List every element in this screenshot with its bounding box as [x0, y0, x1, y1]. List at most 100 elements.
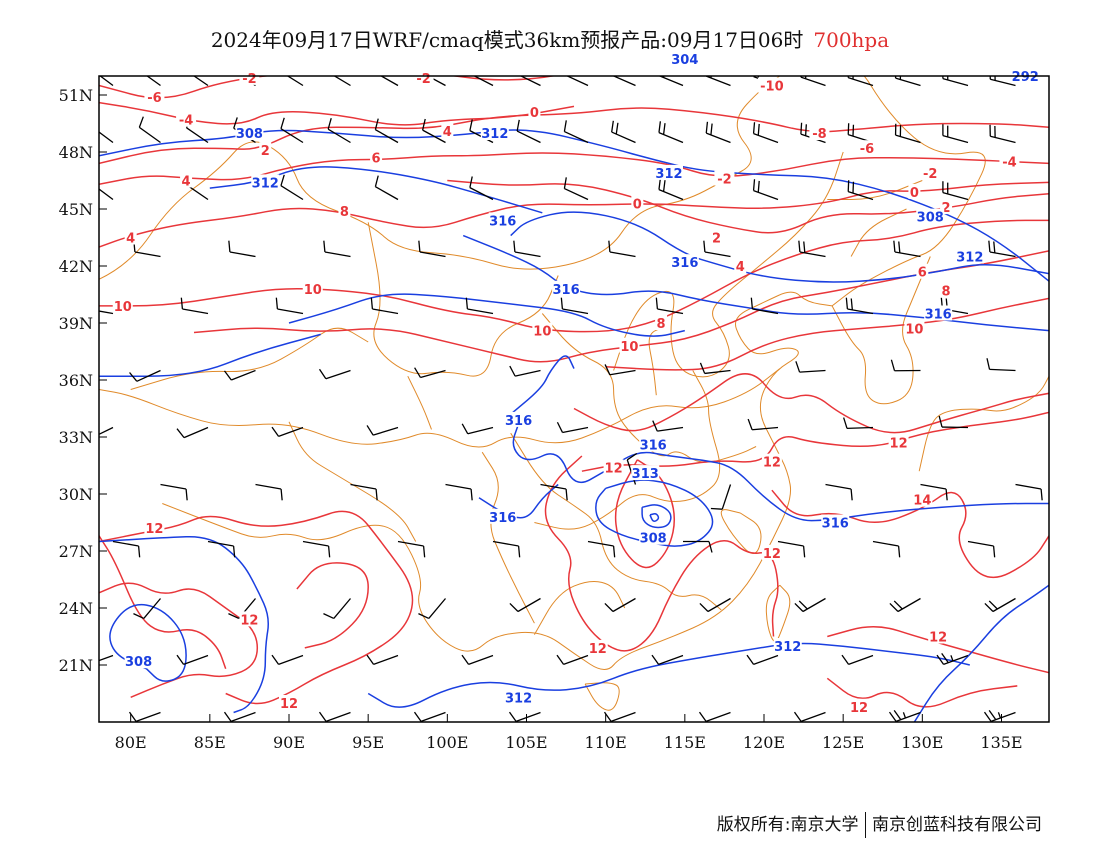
- geopotential-isoline: [649, 512, 660, 522]
- geopotential-isoline: [512, 423, 1049, 522]
- boundary-line: [584, 682, 620, 711]
- geopotential-label-bg: [916, 208, 945, 224]
- wind-barb: [509, 365, 541, 377]
- geopotential-label-bg: [504, 689, 533, 705]
- lon-tick-label: 85E: [194, 733, 226, 752]
- temperature-label: 12: [763, 456, 781, 471]
- wind-barb: [651, 654, 684, 666]
- geopotential-label: 316: [822, 517, 849, 532]
- geopotential-label: 316: [640, 439, 667, 454]
- wind-barb: [333, 76, 351, 87]
- wind-barb: [989, 76, 1016, 87]
- geopotential-isoline: [99, 536, 270, 714]
- boundary-line: [918, 375, 1049, 472]
- temperature-label-bg: [603, 459, 624, 475]
- geopotential-label: 316: [925, 308, 952, 323]
- geopotential-label: 312: [252, 176, 279, 191]
- temperature-isoline: [99, 535, 227, 670]
- temperature-label: -8: [812, 127, 826, 142]
- wind-barb: [841, 654, 874, 666]
- geopotential-label-bg: [124, 653, 153, 669]
- wind-barb: [938, 415, 969, 429]
- wind-barb: [655, 297, 684, 315]
- temperature-label-bg: [912, 491, 933, 507]
- boundary-line: [720, 509, 762, 554]
- temperature-isoline: [99, 582, 259, 698]
- temperature-label-bg: [888, 434, 909, 450]
- temperature-label: 8: [657, 317, 666, 332]
- temperature-label: -2: [242, 72, 256, 87]
- geopotential-label: 316: [489, 511, 516, 526]
- wind-barb: [146, 76, 161, 87]
- lon-tick-label: 110E: [585, 733, 627, 752]
- geopotential-label: 316: [489, 214, 516, 229]
- wind-barb: [556, 654, 589, 666]
- boundary-line: [831, 76, 986, 307]
- wind-barb: [160, 483, 188, 501]
- geopotential-isoline: [109, 603, 187, 682]
- footer-separator: [864, 812, 866, 838]
- geopotential-label-bg: [552, 280, 581, 296]
- temperature-label-bg: [655, 315, 668, 330]
- wind-barb: [800, 76, 826, 87]
- latitude-axis: 51N 48N 45N 42N 39N 36N 33N 30N 27N 24N 21N: [59, 86, 107, 675]
- wind-barb: [461, 654, 494, 666]
- temperature-label-bg: [338, 202, 351, 218]
- wind-barb: [752, 122, 779, 144]
- wind-barb: [366, 654, 399, 666]
- temperature-label: -6: [860, 142, 874, 157]
- wind-barb: [683, 540, 713, 553]
- temperature-label: 2: [942, 201, 951, 216]
- temperature-isoline: [99, 510, 414, 705]
- geopotential-isoline: [510, 355, 575, 415]
- geopotential-label: 308: [125, 655, 152, 670]
- boundary-line: [534, 370, 721, 530]
- geopotential-isoline: [462, 234, 1049, 332]
- geopotential-label: 312: [774, 640, 801, 655]
- temperature-label: 10: [620, 340, 638, 355]
- wind-barb: [658, 178, 684, 201]
- wind-barb: [129, 369, 161, 382]
- lat-tick-label: 30N: [59, 485, 93, 504]
- wind-barb: [323, 240, 351, 258]
- geopotential-label: 292: [1012, 70, 1039, 85]
- wind-barb: [180, 297, 209, 315]
- temperature-label: 10: [304, 283, 322, 298]
- wind-barb: [473, 76, 494, 87]
- temperature-isoline: [99, 76, 557, 99]
- company-text: 南京创蓝科技有限公司: [872, 815, 1042, 835]
- boundary-line: [510, 432, 722, 611]
- geopotential-label: 308: [640, 532, 667, 547]
- wind-barb: [99, 426, 114, 436]
- boundary-line: [481, 451, 535, 624]
- wind-barb: [327, 118, 351, 144]
- lon-tick-label: 95E: [352, 733, 384, 752]
- title-main: 2024年09月17日WRF/cmaq模式36km预报产品:09月17日06时: [210, 28, 804, 52]
- wind-barb: [413, 711, 446, 722]
- lat-tick-label: 27N: [59, 542, 93, 561]
- boundary-line: [648, 326, 665, 396]
- lon-tick-label: 125E: [822, 733, 864, 752]
- temperature-label-bg: [619, 337, 640, 353]
- temperature-label: 4: [126, 232, 135, 247]
- wind-barb: [370, 297, 399, 315]
- wind-barb: [271, 654, 304, 666]
- wind-barb: [658, 121, 684, 144]
- temperature-label: 14: [913, 494, 931, 509]
- temperature-label-bg: [920, 164, 941, 180]
- wind-barb: [967, 540, 996, 558]
- temperature-label: 4: [736, 260, 745, 275]
- temperature-label-bg: [370, 149, 383, 165]
- wind-barb: [271, 426, 304, 438]
- lat-tick-label: 36N: [59, 371, 93, 390]
- lat-tick-label: 24N: [59, 599, 93, 618]
- wind-barb: [936, 652, 969, 666]
- temperature-isoline: [99, 101, 575, 126]
- lon-tick-label: 120E: [743, 733, 785, 752]
- map-frame: [98, 75, 1050, 723]
- temperature-label-bg: [587, 639, 608, 655]
- temperature-label: 2: [261, 144, 270, 159]
- wind-barb: [302, 540, 331, 558]
- geopotential-label-bg: [480, 125, 509, 140]
- wind-barb: [128, 711, 161, 722]
